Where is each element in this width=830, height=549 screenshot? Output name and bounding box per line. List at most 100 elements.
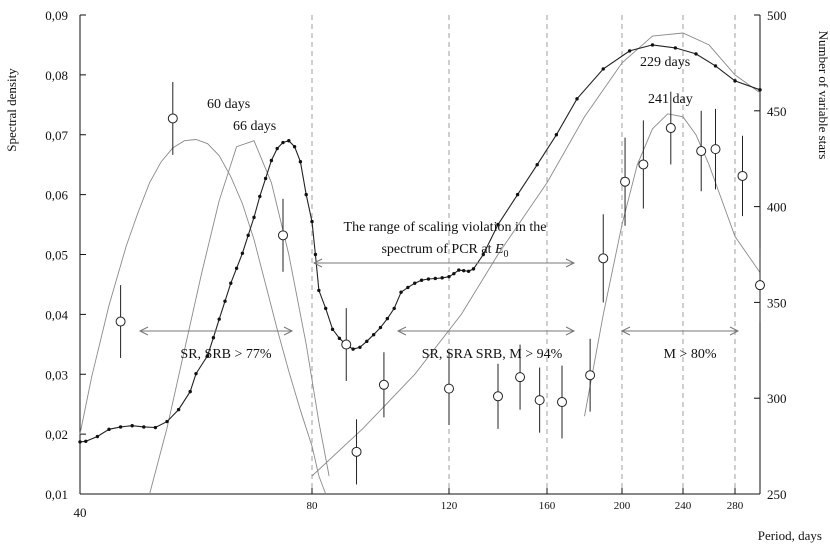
variable-stars-point [378,379,389,390]
y-axis-left-label: Spectral density [4,68,19,152]
axis-ticks: 0,01 0,02 0,03 0,04 0,05 0,06 0,07 0,08 0,09 250 3… [45,8,786,520]
band-arrow-3 [620,326,740,336]
spectral-density-point [269,158,274,163]
band-arrow-1-head-left [138,326,149,336]
spectral-density-point [426,277,431,281]
spectral-density-point [130,424,134,428]
x-tick-label: 120 [441,500,458,512]
spectral-density-point [84,439,88,444]
spectral-density-point [107,427,111,432]
fit-curves [79,32,761,495]
spectral-density-point [337,336,342,341]
variable-stars-point [351,446,362,457]
spectral-density-point [165,419,169,424]
variable-stars-point [115,316,126,327]
band-arrow-2-head-left [396,326,407,336]
spectral-density-point [457,268,461,272]
range-label-energy-subscript: 0 [504,249,509,260]
spectral-density-point [211,336,216,340]
spectral-density-point [515,192,520,197]
spectral-density-point [95,434,100,439]
variable-stars-point [534,395,545,406]
spectral-density-point [358,345,362,350]
spectral-density-point [575,97,579,101]
variable-stars-point [755,280,765,291]
spectral-density-point [313,252,318,257]
spectral-density-point [447,274,451,279]
spectral-density-point [229,281,233,285]
x-tick-label: 200 [614,500,631,512]
vertical-gridlines [311,15,736,494]
variable-stars-point [696,146,707,157]
spectral-density-point [252,215,256,220]
variable-stars-point [444,383,454,394]
spectral-density-point [176,407,181,412]
spectral-density-point [413,281,417,285]
x-tick-label: 280 [727,500,744,512]
spectral-density-point [324,306,328,311]
spectral-density-point [650,43,655,47]
x-tick-label: 160 [539,500,556,512]
range-label-energy-E: E [494,242,504,257]
x-axis-label: Period, days [758,528,822,543]
spectral-density-point [673,46,678,50]
range-label-text: spectrum of PCR at [381,242,491,257]
y-left-tick-label: 0,05 [45,248,68,263]
spectral-density-point [535,162,539,167]
spectral-density-point [281,140,285,145]
band-arrow-2-head-right [565,326,576,336]
variable-stars-point [665,123,676,134]
spectral-density-point [481,252,485,257]
spectral-density-point [317,288,321,293]
peak-60-days-label: 60 days [207,97,250,112]
peak-229-days-label: 229 days [640,55,690,70]
y-right-tick-label: 400 [767,200,787,215]
band-arrow-3-head-left [620,326,631,336]
spectral-density-point [263,176,268,181]
variable-stars-series [115,82,765,485]
spectral-density-point [733,79,737,83]
variable-stars-point [515,372,526,383]
variable-stars-point [710,144,721,155]
spectral-density-point [713,64,718,68]
spectral-density-point [246,233,250,238]
band-1-label: SR, SRB > 77% [180,347,271,362]
spectral-density-point [217,317,221,321]
y-left-tick-label: 0,01 [45,487,68,502]
spectral-density-point [188,389,192,394]
variable-stars-point [638,159,649,170]
spectral-density-point [758,88,762,92]
y-left-tick-label: 0,04 [45,307,68,322]
spectral-density-point [385,316,390,321]
spectral-density-point [78,440,82,444]
spectral-density-point [287,139,291,143]
variable-stars-point [620,176,631,187]
band-arrow-3-head-right [729,326,740,336]
y-axis-right-label: Number of variable stars [816,31,830,160]
spectral-density-point [258,194,262,199]
y-left-tick-label: 0,07 [45,128,68,143]
spectral-density-point [275,146,279,151]
spectral-density-point [399,290,403,294]
spectral-density-point [351,347,355,351]
y-left-tick-label: 0,08 [45,68,68,83]
spectral-density-point [554,133,559,137]
spectral-density-point [471,267,476,271]
spectral-density-point [223,299,227,303]
variable-stars-point [278,230,288,241]
spectral-density-point [298,159,303,164]
spectral-density-series [78,43,762,444]
fit-curve-1 [79,139,327,495]
band-arrow-2 [396,326,576,336]
y-right-tick-label: 350 [767,295,787,310]
spectral-density-point [330,327,335,332]
peak-241-day-label: 241 day [648,92,693,107]
y-left-tick-label: 0,02 [45,427,68,442]
range-arrow-head-right [565,258,576,268]
spectral-density-point [496,222,500,227]
x-tick-label: 240 [675,500,692,512]
spectral-density-point [240,251,245,256]
spectral-density-point [462,268,466,273]
spectral-density-point [627,49,632,53]
